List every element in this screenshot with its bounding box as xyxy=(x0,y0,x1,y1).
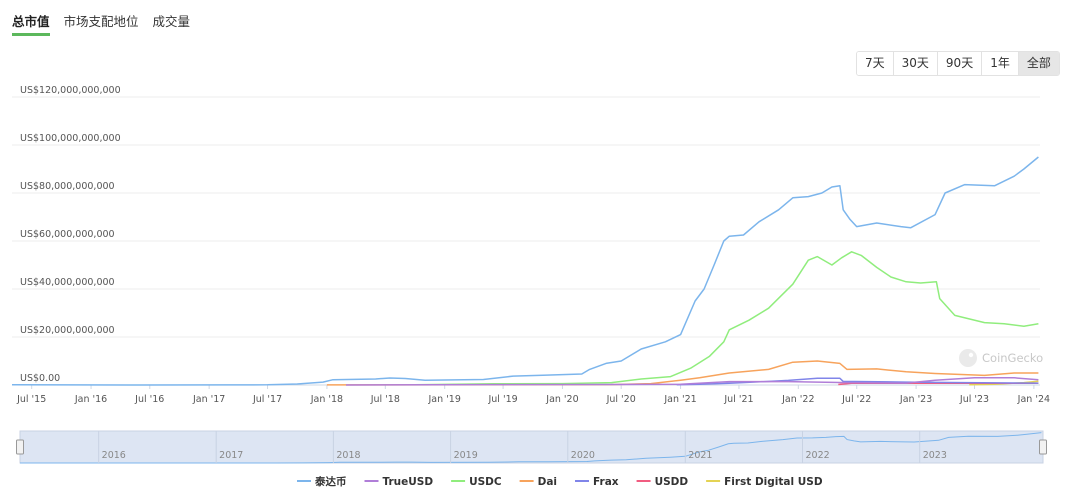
navigator-right-handle[interactable] xyxy=(1039,439,1047,455)
legend-label: USDC xyxy=(469,476,502,488)
series-line-4[interactable] xyxy=(676,377,1039,386)
navigator-year-label: 2018 xyxy=(336,450,360,461)
y-tick-label: US$40,000,000,000 xyxy=(20,277,115,288)
navigator-year-label: 2017 xyxy=(219,450,243,461)
x-tick-label: Jan '20 xyxy=(545,394,578,405)
series-group xyxy=(11,156,1039,386)
navigator-left-handle[interactable] xyxy=(16,439,24,455)
y-tick-label: US$20,000,000,000 xyxy=(20,325,115,336)
legend-item-4[interactable]: Frax xyxy=(575,476,619,488)
range-button-1[interactable]: 30天 xyxy=(893,52,938,75)
legend-label: Frax xyxy=(593,476,619,488)
legend-label: 泰达币 xyxy=(314,475,347,488)
x-tick-label: Jul '17 xyxy=(252,394,282,405)
navigator-year-label: 2019 xyxy=(454,450,478,461)
x-tick-label: Jan '21 xyxy=(663,394,696,405)
series-line-0[interactable] xyxy=(11,156,1039,386)
x-tick-label: Jul '20 xyxy=(606,394,636,405)
navigator-year-label: 2020 xyxy=(571,450,595,461)
legend-item-0[interactable]: 泰达币 xyxy=(297,475,347,488)
legend-item-3[interactable]: Dai xyxy=(519,476,557,488)
tab-0[interactable]: 总市值 xyxy=(12,0,50,36)
series-line-1[interactable] xyxy=(345,377,1039,386)
x-tick-label: Jul '18 xyxy=(370,394,400,405)
x-tick-label: Jul '19 xyxy=(487,394,517,405)
series-line-3[interactable] xyxy=(326,360,1039,386)
legend-item-1[interactable]: TrueUSD xyxy=(364,476,434,488)
y-tick-label: US$100,000,000,000 xyxy=(20,133,121,144)
range-button-2[interactable]: 90天 xyxy=(937,52,983,75)
stablecoin-market-cap-chart: US$0.00 US$20,000,000,000 US$40,000,000,00… xyxy=(11,85,1050,488)
legend-item-6[interactable]: First Digital USD xyxy=(706,476,823,488)
navigator-year-label: 2021 xyxy=(688,450,712,461)
navigator-year-label: 2022 xyxy=(806,450,830,461)
x-tick-label: Jul '22 xyxy=(841,394,871,405)
navigator-year-label: 2023 xyxy=(923,450,947,461)
gecko-eye-icon xyxy=(968,352,974,358)
legend-item-2[interactable]: USDC xyxy=(451,476,502,488)
y-tick-label: US$80,000,000,000 xyxy=(20,181,115,192)
x-tick-label: Jan '19 xyxy=(428,394,461,405)
series-line-2[interactable] xyxy=(414,251,1039,386)
x-tick-label: Jul '15 xyxy=(16,394,46,405)
legend-label: TrueUSD xyxy=(383,476,434,488)
legend: 泰达币 TrueUSD USDC Dai Frax USDD First Digital U… xyxy=(297,475,823,488)
x-tick-label: Jan '22 xyxy=(781,394,814,405)
watermark-text: CoinGecko xyxy=(982,351,1043,365)
coingecko-watermark: CoinGecko xyxy=(959,349,1043,367)
y-tick-label: US$120,000,000,000 xyxy=(20,85,121,96)
navigator-series-line xyxy=(20,432,1042,464)
x-tick-label: Jan '24 xyxy=(1017,394,1050,405)
chart-tabs: 总市值 市场支配地位 成交量 xyxy=(12,0,190,38)
range-selector: 7天 30天 90天 1年 全部 xyxy=(856,51,1060,76)
gecko-logo-icon xyxy=(959,349,977,367)
range-button-3[interactable]: 1年 xyxy=(982,52,1019,75)
x-tick-label: Jan '16 xyxy=(74,394,107,405)
navigator-year-label: 2016 xyxy=(102,450,126,461)
y-tick-label: US$0.00 xyxy=(20,373,60,384)
navigator-selection[interactable] xyxy=(19,430,1044,464)
range-button-4[interactable]: 全部 xyxy=(1018,52,1059,75)
range-button-0[interactable]: 7天 xyxy=(857,52,894,75)
tab-1[interactable]: 市场支配地位 xyxy=(63,14,139,29)
tab-2[interactable]: 成交量 xyxy=(152,14,191,29)
x-tick-label: Jan '23 xyxy=(899,394,932,405)
x-tick-label: Jul '16 xyxy=(134,394,164,405)
x-tick-label: Jan '17 xyxy=(192,394,225,405)
legend-label: Dai xyxy=(538,476,557,488)
legend-label: USDD xyxy=(655,476,689,488)
legend-label: First Digital USD xyxy=(724,476,823,488)
x-tick-label: Jan '18 xyxy=(310,394,343,405)
x-tick-label: Jul '21 xyxy=(723,394,753,405)
legend-item-5[interactable]: USDD xyxy=(636,476,689,488)
x-tick-label: Jul '23 xyxy=(959,394,989,405)
y-tick-label: US$60,000,000,000 xyxy=(20,229,115,240)
